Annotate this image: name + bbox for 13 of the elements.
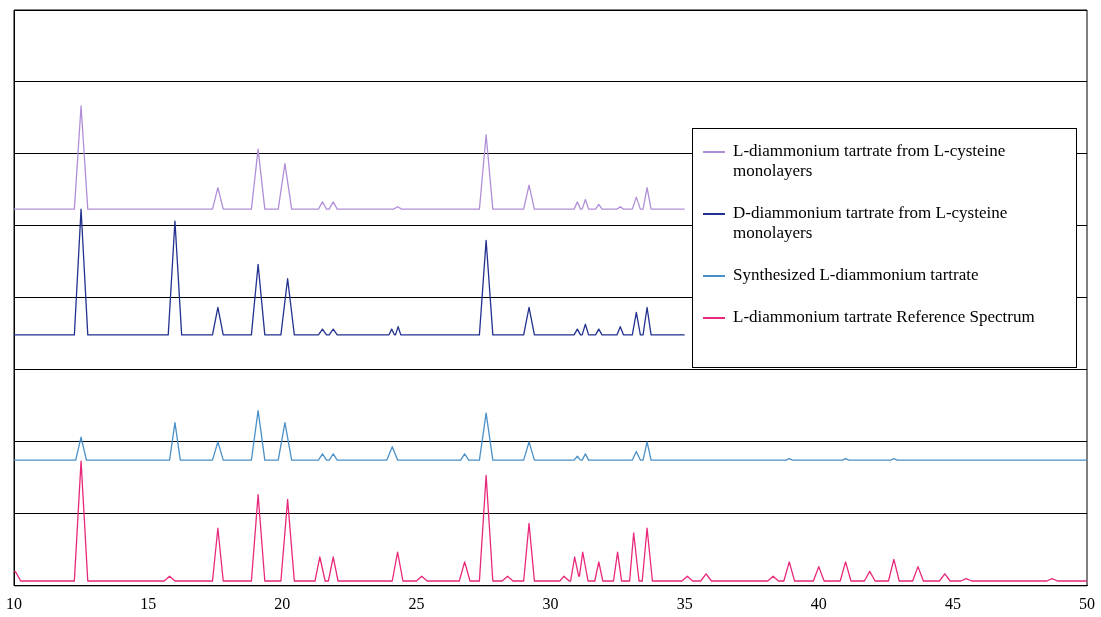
x-tick-label: 40	[810, 594, 827, 612]
legend-label: L-diammonium tartrate from L-cysteine monolayers	[733, 141, 1007, 181]
legend-label: Synthesized L-diammonium tartrate	[733, 265, 979, 285]
x-tick-label: 35	[676, 594, 693, 612]
x-tick-label: 10	[6, 594, 22, 612]
x-tick-label: 15	[140, 594, 157, 612]
x-tick-label: 45	[944, 594, 961, 612]
x-tick-label: 25	[408, 594, 425, 612]
x-tick-label: 20	[274, 594, 291, 612]
x-tick-label: 30	[542, 594, 559, 612]
legend-label: L-diammonium tartrate Reference Spectrum	[733, 307, 1035, 327]
x-tick-label: 50	[1079, 594, 1095, 612]
legend-label: D-diammonium tartrate from L-cysteine monolayers	[733, 203, 1009, 243]
